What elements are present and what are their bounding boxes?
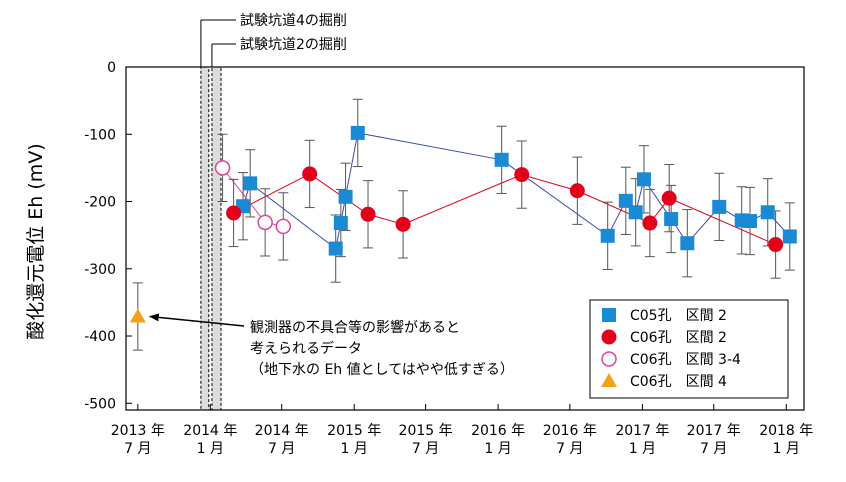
annotation-arrow xyxy=(148,313,245,327)
legend-marker xyxy=(601,351,617,367)
x-tick-label-month: 7 月 xyxy=(412,441,439,457)
data-point-series-0 xyxy=(742,214,757,229)
data-point-series-0 xyxy=(350,125,365,140)
y-tick-label: -300 xyxy=(84,262,116,278)
excavation-label: 試験坑道2の掘削 xyxy=(240,37,347,53)
data-point-series-0 xyxy=(782,229,797,244)
data-point-series-1 xyxy=(661,190,677,206)
x-tick-label-year: 2017 年 xyxy=(687,423,741,439)
x-tick-label-year: 2016 年 xyxy=(471,423,525,439)
y-tick-label: -200 xyxy=(84,195,116,211)
annotation-text: （地下水の Eh 値としてはやや低すぎる） xyxy=(250,362,514,378)
x-tick-label-year: 2018 年 xyxy=(759,423,813,439)
data-point-series-1 xyxy=(642,215,658,231)
data-point-series-1 xyxy=(360,206,376,222)
y-tick-label: -400 xyxy=(84,329,116,345)
legend-label: C05孔 区間 2 xyxy=(630,308,727,324)
x-tick-label-month: 7 月 xyxy=(556,441,583,457)
data-point-series-1 xyxy=(302,166,318,182)
series-line-0 xyxy=(242,132,791,250)
legend-label: C06孔 区間 2 xyxy=(630,330,727,346)
legend-marker xyxy=(602,308,616,322)
legend-label: C06孔 区間 3-4 xyxy=(630,352,741,368)
x-tick-label-year: 2016 年 xyxy=(543,423,597,439)
legend-marker xyxy=(601,373,617,387)
x-tick-label-year: 2014 年 xyxy=(183,423,237,439)
legend-label: C06孔 区間 4 xyxy=(630,374,727,390)
legend-marker xyxy=(601,329,617,345)
x-tick-label-year: 2013 年 xyxy=(111,423,165,439)
x-tick-label-year: 2015 年 xyxy=(327,423,381,439)
x-tick-label-month: 1 月 xyxy=(341,441,368,457)
data-point-series-0 xyxy=(636,172,651,187)
y-tick-label: -100 xyxy=(84,127,116,143)
data-point-series-1 xyxy=(569,183,585,199)
data-point-series-0 xyxy=(618,193,633,208)
data-point-series-0 xyxy=(760,205,775,220)
data-point-series-0 xyxy=(243,176,258,191)
series-line-1 xyxy=(233,173,776,246)
y-tick-label: 0 xyxy=(107,60,116,76)
excavation-band xyxy=(200,66,210,411)
data-point-series-1 xyxy=(226,205,242,221)
data-point-series-0 xyxy=(600,228,615,243)
x-tick-label-year: 2017 年 xyxy=(615,423,669,439)
data-point-series-0 xyxy=(664,211,679,226)
data-point-series-0 xyxy=(680,236,695,251)
data-point-series-1 xyxy=(395,216,411,232)
x-tick-label-month: 1 月 xyxy=(484,441,511,457)
excavation-label: 試験坑道4の掘削 xyxy=(240,13,347,29)
excavation-band xyxy=(211,66,222,411)
data-point-series-1 xyxy=(514,167,530,183)
x-tick-label-month: 7 月 xyxy=(124,441,151,457)
data-point-series-0 xyxy=(338,189,353,204)
data-point-series-2 xyxy=(214,160,231,176)
x-tick-label-month: 7 月 xyxy=(268,441,295,457)
data-point-series-2 xyxy=(275,218,292,235)
x-tick-label-year: 2015 年 xyxy=(399,423,453,439)
plot-frame xyxy=(125,66,805,411)
data-point-series-0 xyxy=(712,199,727,214)
data-point-series-0 xyxy=(628,205,643,220)
x-tick-label-month: 7 月 xyxy=(700,441,727,457)
data-point-series-0 xyxy=(494,152,509,167)
x-tick-label-month: 1 月 xyxy=(629,441,656,457)
data-point-series-0 xyxy=(333,216,348,231)
x-tick-label-year: 2014 年 xyxy=(255,423,309,439)
data-point-series-0 xyxy=(328,241,343,256)
legend-box xyxy=(589,299,789,399)
x-tick-label-month: 1 月 xyxy=(773,441,800,457)
data-point-series-1 xyxy=(768,237,784,253)
data-point-series-2 xyxy=(257,214,273,231)
data-point-series-3 xyxy=(129,308,146,323)
annotation-text: 考えられるデータ xyxy=(250,340,362,357)
annotation-text: 観測器の不具合等の影響があると xyxy=(250,319,460,336)
y-tick-label: -500 xyxy=(84,396,116,412)
y-axis-label: 酸化還元電位 Eh (mV) xyxy=(25,143,47,339)
x-tick-label-month: 1 月 xyxy=(197,441,224,457)
